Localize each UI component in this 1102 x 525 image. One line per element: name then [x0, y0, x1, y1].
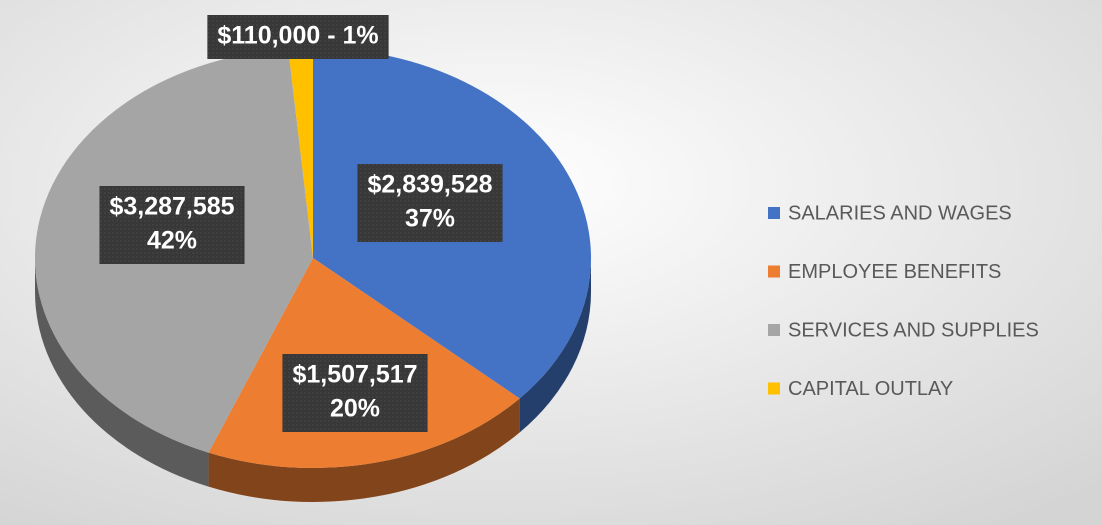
slice-side	[519, 258, 591, 433]
legend-swatch	[768, 265, 780, 278]
label-text: 42%	[147, 227, 197, 255]
legend: SALARIES AND WAGES EMPLOYEE BENEFITS SERVI…	[768, 202, 1039, 400]
label-box	[99, 186, 245, 264]
slice	[288, 48, 313, 258]
label-box	[207, 15, 389, 59]
legend-swatch	[768, 382, 780, 395]
legend-swatch	[768, 207, 780, 219]
label-text: 20%	[330, 395, 380, 423]
label-text: $110,000 - 1%	[217, 22, 378, 50]
data-label: $2,839,528 37%	[357, 164, 503, 242]
slice-side	[35, 258, 209, 487]
label-text: 37%	[405, 205, 455, 233]
data-label: $3,287,585 42%	[99, 186, 245, 264]
label-text: $2,839,528	[367, 171, 492, 199]
data-label: $1,507,517 20%	[282, 354, 428, 432]
legend-swatch	[768, 324, 780, 336]
data-labels: $2,839,52837%$1,507,51720%$3,287,58542%$…	[99, 15, 503, 432]
legend-label: CAPITAL OUTLAY	[788, 378, 953, 400]
label-box	[282, 354, 428, 432]
legend-label: SALARIES AND WAGES	[788, 202, 1012, 224]
pie	[34, 48, 592, 502]
data-label: $110,000 - 1%	[207, 15, 389, 59]
label-text: $3,287,585	[109, 193, 234, 221]
label-box	[357, 164, 503, 242]
legend-label: EMPLOYEE BENEFITS	[788, 261, 1001, 283]
legend-label: SERVICES AND SUPPLIES	[788, 319, 1039, 341]
label-text: $1,507,517	[292, 361, 417, 389]
slice-side	[208, 398, 520, 502]
